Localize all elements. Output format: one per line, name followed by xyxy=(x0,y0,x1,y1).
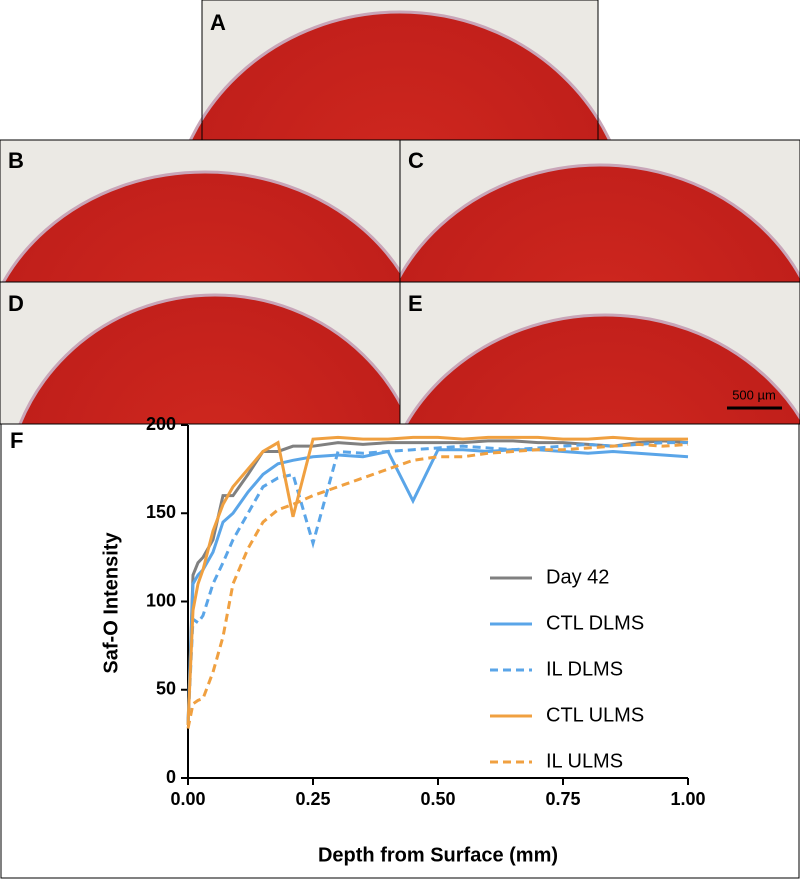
y-tick-label: 50 xyxy=(156,679,176,699)
panel-d: D xyxy=(0,281,401,425)
x-axis-label: Depth from Surface (mm) xyxy=(318,844,558,866)
panel-label: A xyxy=(210,10,226,35)
panel-label: D xyxy=(8,291,24,316)
panel-label: E xyxy=(408,291,423,316)
panel-e: E 500 µm xyxy=(399,281,800,425)
panel-label: C xyxy=(408,148,424,173)
x-tick-label: 0.50 xyxy=(420,789,455,809)
y-tick-label: 200 xyxy=(146,414,176,434)
x-tick-label: 0.25 xyxy=(295,789,330,809)
panel-label: F xyxy=(10,428,23,453)
y-tick-label: 100 xyxy=(146,590,176,610)
panel-label: B xyxy=(8,148,24,173)
panel-c: C xyxy=(399,139,800,283)
legend-label: CTL DLMS xyxy=(546,612,644,634)
y-tick-label: 0 xyxy=(166,767,176,787)
y-axis-label: Saf-O Intensity xyxy=(100,532,122,674)
legend-label: CTL ULMS xyxy=(546,704,644,726)
legend-label: Day 42 xyxy=(546,566,609,588)
panel-b: B xyxy=(0,139,401,283)
x-tick-label: 0.75 xyxy=(545,789,580,809)
x-tick-label: 0.00 xyxy=(170,789,205,809)
series-line xyxy=(186,448,689,726)
y-tick-label: 150 xyxy=(146,502,176,522)
x-tick-label: 1.00 xyxy=(670,789,705,809)
series-line xyxy=(186,435,688,726)
legend-label: IL DLMS xyxy=(546,658,623,680)
scale-label: 500 µm xyxy=(732,387,776,402)
chart-panel xyxy=(0,423,800,879)
series-line xyxy=(186,441,688,726)
legend-label: IL ULMS xyxy=(546,750,623,772)
